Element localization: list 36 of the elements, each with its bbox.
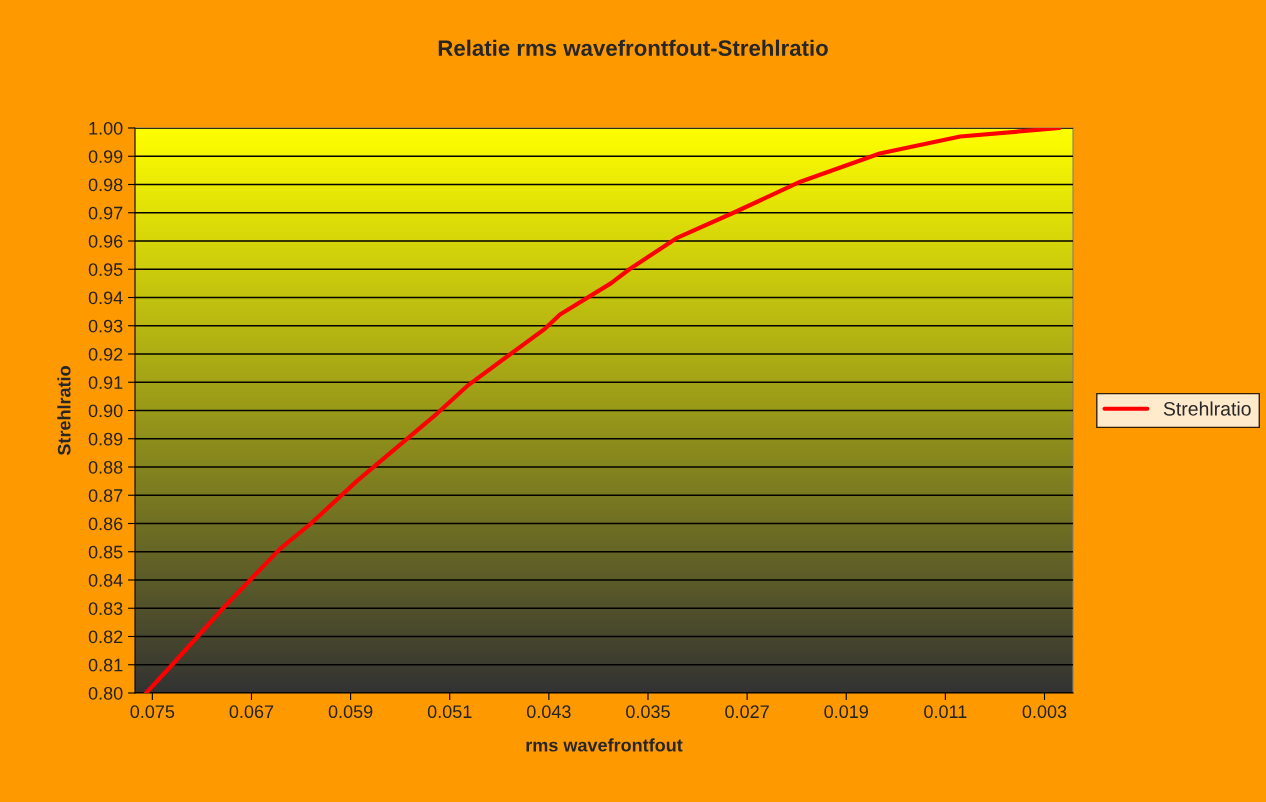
y-tick-label: 0.97 — [88, 206, 123, 220]
y-axis-title: Strehlratio — [57, 366, 71, 456]
y-tick-label: 0.89 — [88, 432, 123, 446]
y-tick-label: 0.81 — [88, 658, 123, 672]
y-tick-label: 1.00 — [89, 121, 123, 135]
x-tick-label: 0.067 — [229, 705, 274, 719]
x-tick-label: 0.019 — [824, 705, 868, 719]
x-tick-label: 0.011 — [924, 705, 967, 719]
x-tick-label: 0.035 — [626, 705, 670, 719]
y-tick-label: 0.90 — [88, 404, 123, 418]
y-tick-label: 0.94 — [88, 291, 123, 305]
x-tick-label: 0.027 — [725, 705, 769, 719]
legend-label: Strehlratio — [1163, 401, 1251, 416]
y-tick-label: 0.98 — [88, 178, 123, 192]
y-tick-label: 0.84 — [88, 573, 123, 587]
y-tick-label: 0.85 — [88, 545, 123, 559]
y-tick-label: 0.95 — [88, 263, 123, 276]
x-axis-title: rms wavefrontfout — [526, 738, 683, 752]
y-tick-label: 0.88 — [88, 460, 123, 474]
y-tick-label: 0.96 — [88, 234, 123, 248]
y-tick-label: 0.80 — [88, 686, 123, 700]
y-tick-label: 0.82 — [88, 630, 123, 644]
y-tick-label: 0.92 — [88, 347, 123, 361]
x-tick-label: 0.051 — [427, 705, 472, 719]
y-tick-label: 0.86 — [88, 517, 123, 531]
line-series — [144, 128, 1062, 693]
y-tick-label: 0.91 — [88, 376, 123, 389]
x-tick-label: 0.059 — [328, 705, 373, 719]
x-tick-label: 0.043 — [526, 705, 571, 719]
x-tick-label: 0.003 — [1022, 705, 1067, 719]
y-tick-label: 0.99 — [88, 150, 123, 163]
y-tick-label: 0.93 — [88, 319, 123, 333]
y-tick-label: 0.83 — [88, 602, 123, 615]
x-tick-label: 0.075 — [130, 705, 175, 719]
y-tick-label: 0.87 — [88, 489, 123, 502]
chart-title: Relatie rms wavefrontfout-Strehlratio — [438, 39, 828, 56]
